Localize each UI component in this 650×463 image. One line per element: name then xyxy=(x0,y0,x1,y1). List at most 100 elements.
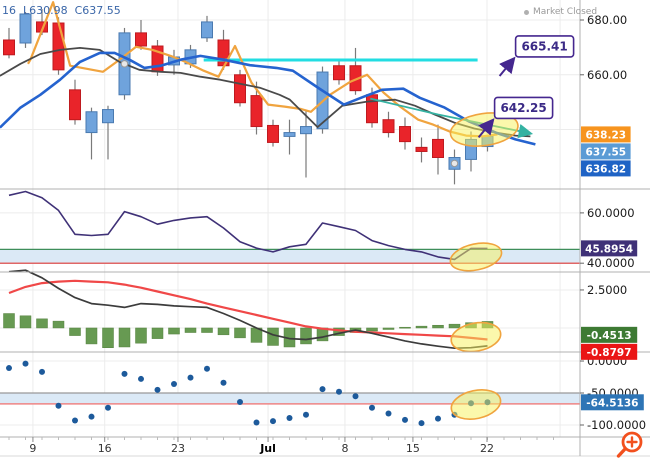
wpr-dot xyxy=(237,398,243,405)
market-status-badge: Market Closed xyxy=(524,7,597,17)
axis-tick-label: 60.0000 xyxy=(587,206,635,220)
wpr-dot xyxy=(303,411,309,418)
wpr-dot xyxy=(220,379,227,386)
wpr-dot xyxy=(105,404,111,411)
wpr-dot xyxy=(204,365,210,372)
histogram-bar xyxy=(118,327,131,348)
highlight-ellipse[interactable] xyxy=(449,386,504,424)
value-label: 636.82 xyxy=(581,160,631,177)
value-label-text: 638.23 xyxy=(586,129,627,141)
histogram-bar xyxy=(217,327,230,336)
callout-arrow xyxy=(477,118,495,139)
histogram-bar xyxy=(151,327,164,339)
wpr-dot xyxy=(72,417,78,424)
callout-box xyxy=(514,35,575,58)
candle[interactable] xyxy=(382,119,395,134)
candle[interactable] xyxy=(399,126,411,143)
histogram-bar xyxy=(432,324,444,329)
callout-box xyxy=(493,96,554,120)
time-axis-label: 22 xyxy=(480,442,494,455)
wpr-dot xyxy=(88,413,95,420)
candle[interactable] xyxy=(333,65,345,81)
axis-tick-label: 680.00 xyxy=(587,13,627,27)
axis-tick-label: 2.5000 xyxy=(587,283,627,297)
orange-ma-line[interactable] xyxy=(27,1,498,138)
value-label-text: 45.8954 xyxy=(585,243,633,255)
value-label-text: -0.4513 xyxy=(587,330,632,342)
wpr-dot xyxy=(435,415,441,422)
callout-label: 642.25 xyxy=(500,101,546,115)
dark-ma-line[interactable] xyxy=(0,47,531,138)
value-label-bg xyxy=(581,343,638,360)
wpr-dot xyxy=(6,365,12,372)
candle[interactable] xyxy=(19,13,32,44)
histogram-bar xyxy=(415,325,428,329)
histogram-bar xyxy=(52,320,65,329)
wpr-dot xyxy=(286,414,293,421)
zoom-in-button[interactable] xyxy=(610,429,646,461)
zoom-in-icon xyxy=(616,431,643,458)
wpr-dot xyxy=(22,360,29,367)
macd-line[interactable] xyxy=(8,269,488,350)
candle[interactable] xyxy=(69,89,81,121)
price-callout[interactable]: 642.25 xyxy=(477,96,554,139)
candle[interactable] xyxy=(234,74,246,104)
value-label: 637.55 xyxy=(581,143,631,160)
ohlc-legend: 16 L630.98 C637.55 xyxy=(2,4,121,17)
histogram-bar xyxy=(168,327,180,335)
time-axis-label: Jul xyxy=(259,442,276,455)
candle[interactable] xyxy=(300,126,312,135)
value-label-text: 636.82 xyxy=(586,163,627,175)
wpr-dot xyxy=(187,374,194,381)
value-label-bg xyxy=(581,160,631,177)
candle[interactable] xyxy=(283,132,296,137)
value-label: -0.8797 xyxy=(581,343,638,360)
wpr-dot xyxy=(154,386,161,393)
price-callout[interactable]: 665.41 xyxy=(498,35,575,77)
highlight-ellipse[interactable] xyxy=(449,319,503,355)
wpr-dot xyxy=(418,420,425,427)
wpr-dot xyxy=(39,368,45,375)
callout-label: 665.41 xyxy=(521,39,567,53)
macd-signal-line[interactable] xyxy=(8,279,488,341)
wpr-dot xyxy=(138,375,144,382)
value-label-bg xyxy=(581,394,644,411)
wpr-dot xyxy=(369,404,375,411)
wpr-dot xyxy=(55,402,62,409)
grid-layer xyxy=(0,0,580,437)
candle[interactable] xyxy=(52,22,65,71)
wpr-band xyxy=(0,393,580,404)
value-label: -0.4513 xyxy=(581,326,638,343)
rsi-line[interactable] xyxy=(8,190,488,261)
candle[interactable] xyxy=(250,95,263,128)
candle[interactable] xyxy=(267,124,279,143)
value-label: 638.23 xyxy=(581,126,631,143)
time-axis-label: 23 xyxy=(171,442,185,455)
value-label: 45.8954 xyxy=(581,240,638,257)
candle[interactable] xyxy=(415,146,428,152)
candle[interactable] xyxy=(135,32,147,47)
histogram-bar xyxy=(201,327,213,333)
blue-ma-line[interactable] xyxy=(0,51,536,146)
axis-tick-label: -100.0000 xyxy=(587,418,646,432)
axis-tick-label: 40.0000 xyxy=(587,256,635,270)
market-status-label: Market Closed xyxy=(533,7,598,17)
candle[interactable] xyxy=(102,109,114,124)
value-label: -64.5136 xyxy=(581,394,644,411)
value-label-text: 637.55 xyxy=(586,146,627,158)
candle[interactable] xyxy=(432,138,444,158)
highlight-ellipse[interactable] xyxy=(448,239,504,275)
rsi-band xyxy=(0,249,580,264)
histogram-bar xyxy=(19,315,32,329)
time-axis-label: 8 xyxy=(341,442,348,455)
candle[interactable] xyxy=(3,39,15,56)
histogram-bar xyxy=(135,327,147,344)
candle[interactable] xyxy=(201,21,213,39)
wpr-dot xyxy=(402,416,408,423)
candle[interactable] xyxy=(85,111,98,134)
histogram-bar xyxy=(267,327,279,346)
histogram-bar xyxy=(36,318,48,329)
status-dot-icon xyxy=(524,9,529,15)
